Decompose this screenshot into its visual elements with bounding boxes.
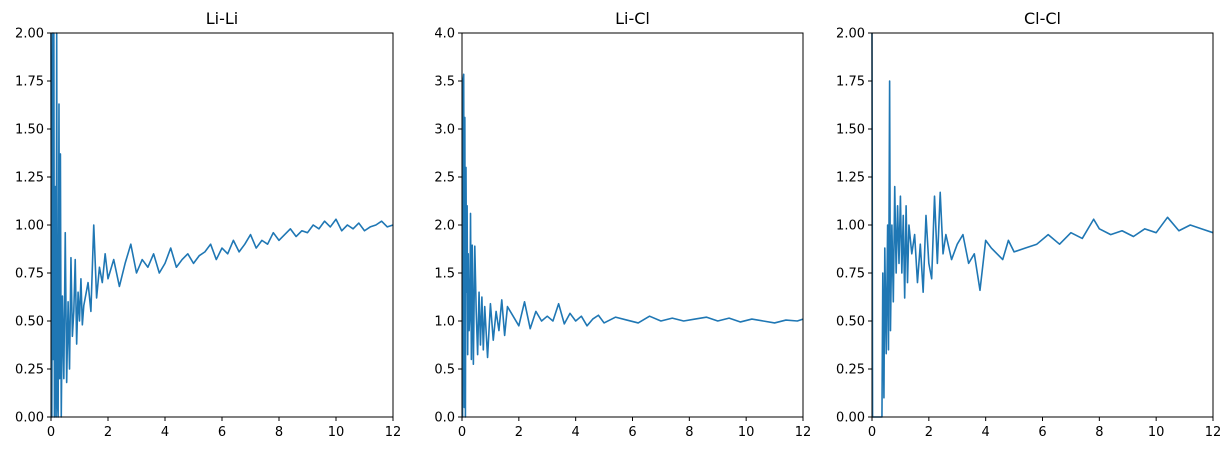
y-tick-label: 2.00 <box>15 27 44 42</box>
x-tick-label: 12 <box>385 425 402 440</box>
x-tick-label: 12 <box>1205 425 1222 440</box>
x-tick-label: 8 <box>1095 425 1103 440</box>
y-tick-label: 1.75 <box>15 75 44 90</box>
plot-frame <box>461 32 804 418</box>
x-tick-label: 2 <box>515 425 523 440</box>
y-tick-label: 0.5 <box>434 363 455 378</box>
x-tick-label: 2 <box>925 425 933 440</box>
chart-panel-2: 0 2 4 6 8 10 12 0.0 0.5 1.0 1.5 2.0 2.5 3.0 3.5 4.0 Li-C… <box>434 9 811 440</box>
x-tick-label: 0 <box>458 425 466 440</box>
x-tick-label: 4 <box>982 425 990 440</box>
x-tick-label: 12 <box>795 425 812 440</box>
y-tick-label: 1.25 <box>15 171 44 186</box>
x-tick-label: 2 <box>104 425 112 440</box>
y-tick-label: 1.5 <box>434 267 455 282</box>
x-tick-label: 10 <box>328 425 345 440</box>
y-tick-label: 1.75 <box>836 75 865 90</box>
series-line <box>50 32 394 418</box>
series-line <box>871 32 1214 418</box>
y-tick-label: 0.25 <box>15 363 44 378</box>
y-tick-label: 1.00 <box>15 219 44 234</box>
chart-title: Cl-Cl <box>1024 9 1061 28</box>
x-tick-label: 4 <box>161 425 169 440</box>
y-tick-label: 0.00 <box>836 411 865 426</box>
y-tick-label: 0.00 <box>15 411 44 426</box>
x-tick-label: 6 <box>628 425 636 440</box>
y-tick-label: 1.25 <box>836 171 865 186</box>
y-tick-label: 1.50 <box>15 123 44 138</box>
y-tick-label: 2.0 <box>434 219 455 234</box>
x-tick-label: 4 <box>572 425 580 440</box>
chart-panel-1: 0 2 4 6 8 10 12 0.00 0.25 0.50 0.75 1.00 1.25 1.50 1.7… <box>15 9 401 440</box>
x-tick-label: 10 <box>738 425 755 440</box>
y-tick-label: 3.0 <box>434 123 455 138</box>
plot-frame <box>50 32 394 418</box>
x-tick-label: 10 <box>1148 425 1165 440</box>
x-tick-label: 8 <box>685 425 693 440</box>
chart-title: Li-Li <box>206 9 239 28</box>
chart-panel-3: 0 2 4 6 8 10 12 0.00 0.25 0.50 0.75 1.00 1.25 1.50 1.7… <box>836 9 1221 440</box>
x-tick-label: 8 <box>275 425 283 440</box>
y-tick-label: 2.5 <box>434 171 455 186</box>
y-tick-label: 0.0 <box>434 411 455 426</box>
y-tick-label: 4.0 <box>434 27 455 42</box>
y-tick-label: 1.50 <box>836 123 865 138</box>
x-tick-label: 6 <box>218 425 226 440</box>
x-tick-label: 0 <box>868 425 876 440</box>
x-tick-label: 0 <box>47 425 55 440</box>
y-tick-label: 1.0 <box>434 315 455 330</box>
y-tick-label: 0.75 <box>15 267 44 282</box>
y-tick-label: 2.00 <box>836 27 865 42</box>
y-tick-label: 0.75 <box>836 267 865 282</box>
chart-title: Li-Cl <box>615 9 650 28</box>
y-tick-label: 1.00 <box>836 219 865 234</box>
y-tick-label: 3.5 <box>434 75 455 90</box>
series-line <box>461 73 804 418</box>
x-tick-label: 6 <box>1038 425 1046 440</box>
y-tick-label: 0.50 <box>836 315 865 330</box>
y-tick-label: 0.25 <box>836 363 865 378</box>
y-tick-label: 0.50 <box>15 315 44 330</box>
